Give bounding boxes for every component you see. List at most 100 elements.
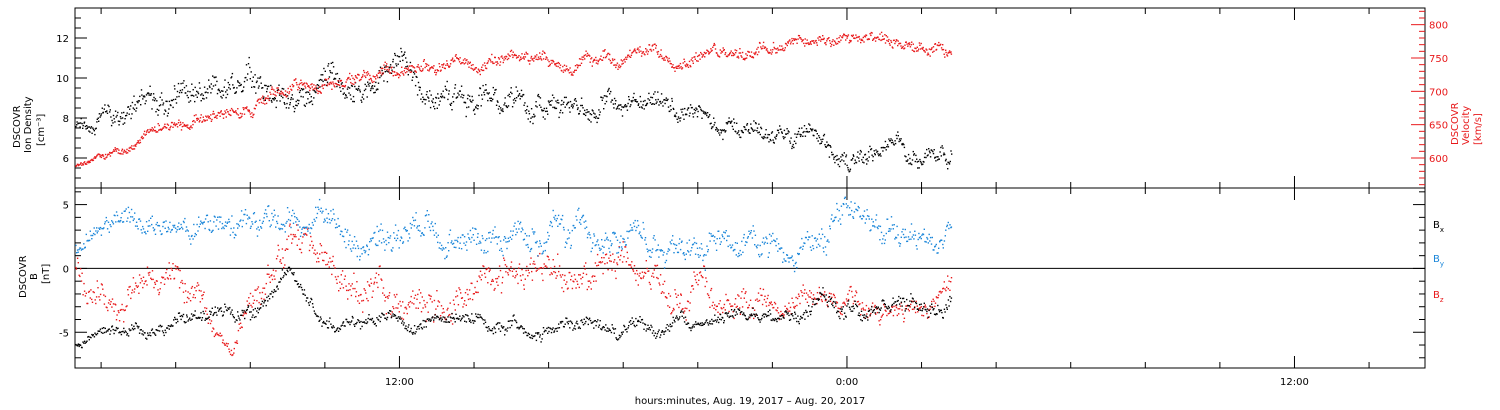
data-point [644,237,647,239]
data-point [477,108,479,110]
data-point [392,75,394,77]
data-point [747,236,749,238]
data-point [773,142,775,144]
data-point [885,232,887,235]
data-point [196,96,198,98]
data-point [783,258,785,260]
data-point [268,99,270,102]
data-point [212,113,214,115]
data-point [651,275,653,277]
data-point [823,293,825,296]
data-point [826,304,828,306]
data-point [684,307,686,309]
data-point [798,35,801,37]
data-point [79,163,81,166]
data-point [91,132,93,134]
data-point [156,131,159,133]
data-point [703,254,706,256]
data-point [299,248,302,251]
data-point [745,53,747,55]
data-point [944,56,946,58]
data-point [937,252,939,254]
data-point [921,163,923,166]
data-point [403,53,405,55]
data-point [836,42,839,45]
data-point [824,246,827,248]
data-point [946,163,948,165]
data-point [613,261,615,263]
data-point [508,240,510,242]
data-point [655,99,657,101]
data-point [107,221,110,223]
data-point [300,251,303,254]
data-point [388,71,390,73]
data-point [655,265,657,267]
data-point [405,57,407,59]
data-point [685,253,687,255]
data-point [166,115,169,117]
data-point [263,99,265,102]
data-point [500,247,502,250]
data-point [298,248,301,250]
data-point [288,211,291,213]
data-point [477,71,479,74]
data-point [933,149,935,151]
data-point [322,259,324,262]
data-point [884,147,886,149]
data-point [423,98,426,101]
data-point [147,129,149,131]
data-point [553,106,556,109]
data-point [928,150,931,152]
data-point [145,100,147,102]
data-point [179,89,182,92]
data-point [758,299,761,302]
data-point [194,86,196,89]
data-point [692,60,694,62]
data-point [375,244,378,247]
data-point [815,39,817,42]
data-point [406,229,408,232]
data-point [171,121,173,124]
data-point [319,253,321,255]
data-point [942,48,945,51]
data-point [800,134,802,136]
data-point [264,84,266,87]
data-point [152,278,154,281]
data-point [758,255,761,258]
data-point [597,63,599,65]
data-point [770,132,773,134]
data-point [330,210,332,212]
data-point [741,131,744,133]
data-point [414,84,417,87]
data-point [324,251,327,253]
data-point [324,70,326,72]
data-point [804,135,807,137]
data-point [771,51,773,53]
data-point [757,46,759,49]
data-point [164,227,166,229]
data-point [479,73,481,76]
data-point [867,151,870,153]
data-point [599,111,601,113]
data-point [284,264,286,266]
data-point [690,65,692,68]
data-point [332,208,334,211]
data-point [892,143,895,145]
data-point [671,97,673,100]
data-point [698,256,700,258]
data-point [289,223,291,225]
data-point [720,307,722,309]
data-point [350,98,352,100]
data-point [193,235,196,238]
data-point [125,114,128,117]
data-point [277,215,279,217]
data-point [930,243,933,245]
data-point [680,241,683,243]
data-point [653,93,655,95]
data-point [280,90,283,93]
data-point [406,68,409,71]
data-point [910,238,912,240]
data-point [142,98,144,100]
data-point [817,140,819,142]
data-point [387,66,389,68]
